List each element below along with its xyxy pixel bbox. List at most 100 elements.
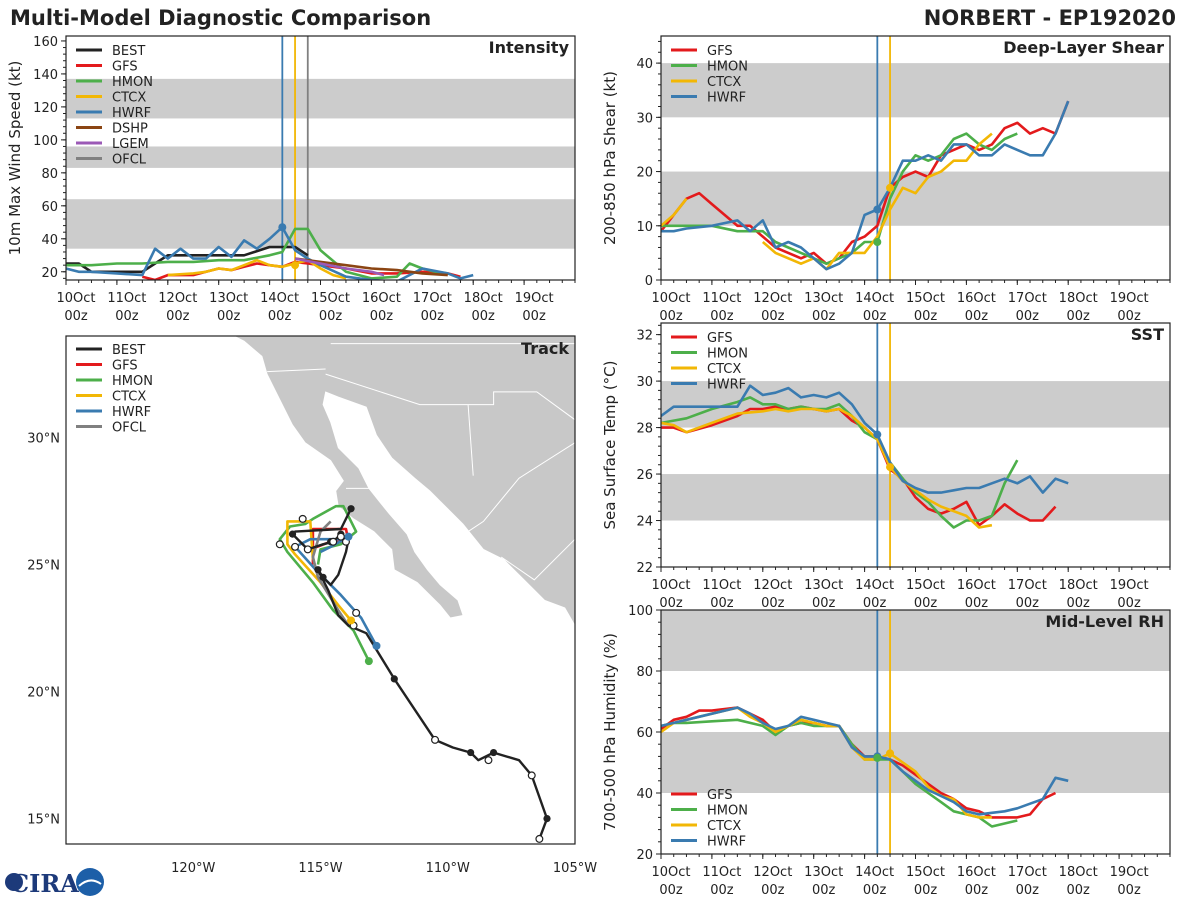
rh-plot-area [661,610,1170,854]
shear-xtick-hour: 00z [710,309,734,324]
rh-xtick-hour: 00z [659,883,683,898]
rh-xtick-date: 14Oct [855,865,894,880]
sst-band [661,381,1170,428]
intensity-xtick-hour: 00z [268,309,292,324]
rh-xtick-hour: 00z [812,883,836,898]
intensity-series-lgem [294,257,385,277]
track-best-point-hollow [291,542,300,551]
track-border-line [267,368,326,373]
rh-xtick-hour: 00z [863,883,887,898]
shear-xtick-date: 15Oct [906,291,945,306]
shear-xtick-date: 16Oct [957,291,996,306]
intensity-legend-label-ctcx: CTCX [112,91,146,106]
intensity-ytick-label: 80 [41,167,58,182]
intensity-xtick-hour: 00z [166,309,190,324]
rh-ytick-label: 80 [636,665,653,680]
sst-xtick-hour: 00z [761,596,785,611]
sst-title: SST [1131,325,1164,344]
sst-ytick-label: 26 [636,468,653,483]
rh-title: Mid-Level RH [1045,612,1164,631]
shear-init-marker-ctcx [886,183,895,192]
rh-init-marker-ctcx [886,749,895,758]
intensity-xtick-hour: 00z [370,309,394,324]
logo-swoosh-icon [78,879,102,887]
shear-xtick-date: 17Oct [1008,291,1047,306]
sst-legend-label-hmon: HMON [707,347,748,362]
intensity-xtick-date: 10Oct [56,291,95,306]
track-border-line [467,404,474,476]
track-best-point-hollow [527,771,536,780]
shear-xtick-hour: 00z [863,309,887,324]
shear-title: Deep-Layer Shear [1003,38,1164,57]
intensity-xtick-date: 15Oct [311,291,350,306]
intensity-legend-label-gfs: GFS [112,60,138,75]
logo-seal-icon [76,868,104,896]
shear-xtick-date: 12Oct [753,291,792,306]
rh-xtick-hour: 00z [1067,883,1091,898]
intensity-legend-label-dshp: DSHP [112,122,148,137]
track-lat-label: 25°N [27,559,60,574]
shear-xtick-hour: 00z [812,309,836,324]
sst-xtick-date: 12Oct [753,578,792,593]
shear-legend-label-gfs: GFS [707,44,733,59]
track-best-point-hollow [329,537,338,546]
intensity-legend-label-ofcl: OFCL [112,153,147,168]
sst-xtick-date: 13Oct [804,578,843,593]
track-legend-label-gfs: GFS [112,359,138,374]
intensity-band [66,199,575,249]
intensity-xtick-hour: 00z [319,309,343,324]
intensity-xtick-date: 14Oct [260,291,299,306]
track-legend-label-hwrf: HWRF [112,405,151,420]
sst-xtick-hour: 00z [863,596,887,611]
track-best-point-hollow [303,545,312,554]
shear-ytick-label: 30 [636,111,653,126]
rh-xtick-date: 13Oct [804,865,843,880]
track-best-point [314,566,322,574]
sst-ytick-label: 28 [636,422,653,437]
track-lon-label: 115°W [298,861,342,876]
rh-xtick-date: 17Oct [1008,865,1047,880]
track-lon-label: 120°W [171,861,215,876]
intensity-ytick-label: 40 [41,233,58,248]
intensity-series-ctcx [167,258,347,280]
sst-xtick-date: 16Oct [957,578,996,593]
sst-xtick-date: 11Oct [702,578,741,593]
shear-xtick-hour: 00z [1117,309,1141,324]
intensity-xtick-hour: 00z [64,309,88,324]
shear-legend-label-hmon: HMON [707,60,748,75]
shear-series-gfs [661,100,1070,265]
storm-id: NORBERT - EP192020 [924,6,1176,30]
intensity-ytick-label: 20 [41,266,58,281]
shear-ytick-label: 10 [636,220,653,235]
track-end-marker-hmon [364,657,373,666]
shear-band [661,171,1170,226]
rh-legend-label-ctcx: CTCX [707,819,741,834]
rh-legend-label-gfs: GFS [707,788,733,803]
sst-legend-label-hwrf: HWRF [707,378,746,393]
rh-legend-label-hwrf: HWRF [707,835,746,850]
intensity-series-best [66,245,309,274]
intensity-panel: 20 40 60 80 100 120 140 160 10Oct 00z 11Oct 00z 12Oc… [6,35,576,324]
shear-panel: 0 10 20 30 40 10Oct 00z 11Oct 00z 12Oct 00z 13Oct 00… [601,35,1171,324]
rh-xtick-hour: 00z [1117,883,1141,898]
rh-xtick-date: 12Oct [753,865,792,880]
shear-legend-label-hwrf: HWRF [707,91,746,106]
shear-band [661,63,1170,118]
track-lon-label: 105°W [553,861,597,876]
shear-xtick-date: 18Oct [1059,291,1098,306]
track-legend-bg [70,340,160,441]
rh-xtick-hour: 00z [1016,883,1040,898]
rh-ylabel: 700-500 hPa Humidity (%) [601,633,619,831]
track-best-point [347,505,355,513]
intensity-legend-label-hmon: HMON [112,75,153,90]
rh-legend-label-hmon: HMON [707,804,748,819]
track-lon-label: 110°W [426,861,470,876]
sst-init-marker-hwrf [873,430,882,439]
shear-xtick-hour: 00z [1067,309,1091,324]
intensity-xtick-date: 12Oct [158,291,197,306]
rh-xtick-date: 18Oct [1059,865,1098,880]
intensity-legend-label-best: BEST [112,44,145,59]
sst-xtick-date: 10Oct [651,578,690,593]
intensity-ytick-label: 140 [33,68,58,83]
rh-ytick-label: 40 [636,787,653,802]
